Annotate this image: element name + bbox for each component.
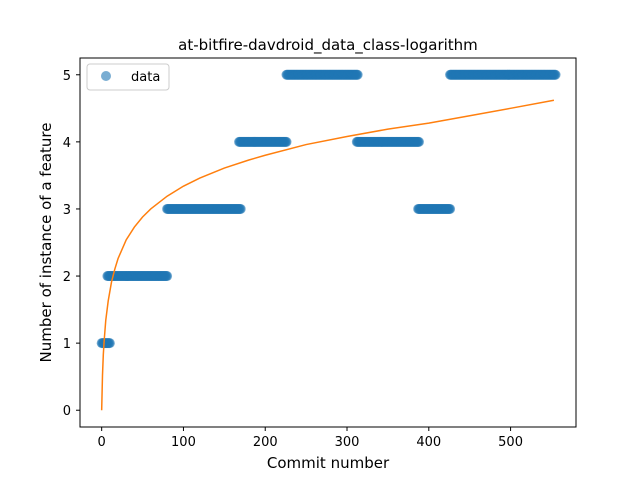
x-axis-label: Commit number [267,454,390,472]
data-point [445,204,455,214]
y-tick-label: 3 [63,203,71,218]
plot-area [80,58,576,427]
y-axis-label: Number of instance of a feature [37,123,55,363]
x-tick-label: 100 [171,435,196,450]
y-tick-label: 1 [63,337,71,352]
x-tick-label: 200 [253,435,278,450]
y-tick-label: 4 [63,136,71,151]
data-point [236,204,246,214]
x-tick-label: 300 [335,435,360,450]
data-point [105,338,115,348]
y-tick-label: 2 [63,270,71,285]
x-tick-label: 0 [98,435,106,450]
data-point [551,70,561,80]
legend-marker [101,71,111,81]
x-tick-label: 500 [498,435,523,450]
y-tick-label: 0 [63,404,71,419]
legend-label-data: data [131,70,160,85]
data-point [353,70,363,80]
data-point [414,137,424,147]
x-tick-label: 400 [416,435,441,450]
legend: data [87,64,169,90]
chart-title: at-bitfire-davdroid_data_class-logarithm [178,36,478,55]
data-point [282,137,292,147]
y-tick-label: 5 [63,69,71,84]
data-point [162,271,172,281]
